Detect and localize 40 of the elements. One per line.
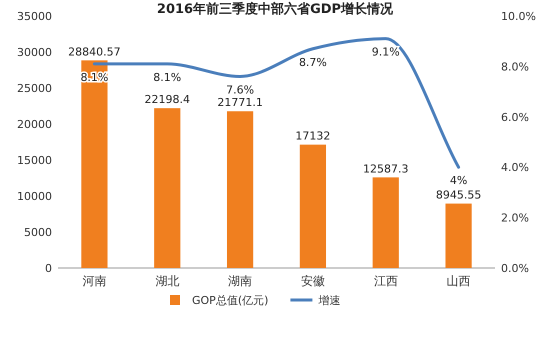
y-tick-label: 20000 [17,118,52,131]
y2-tick-label: 4.0% [501,161,529,174]
data-label: 4% [450,174,468,188]
x-tick-label: 安徽 [300,274,325,288]
data-label: 8.1% [153,70,182,84]
y-tick-label: 15000 [17,154,52,167]
data-label: 28840.57 [68,45,121,58]
y-tick-label: 25000 [17,82,52,95]
data-label: 9.1% [372,46,400,59]
data-label: 22198.4 [144,93,190,106]
x-tick-label: 湖北 [155,274,180,288]
y-tick-label: 5000 [24,226,52,239]
x-tick-label: 山西 [446,274,471,288]
bar [226,111,254,268]
legend-label: GOP总值(亿元) [192,294,268,307]
x-tick-label: 湖南 [228,274,252,288]
legend-label: 增速 [317,294,340,307]
bar [300,144,326,268]
y2-tick-label: 8.0% [501,60,529,74]
chart-title: 2016年前三季度中部六省GDP增长情况 [156,1,394,17]
y-tick-label: 10000 [17,190,52,203]
data-label: 7.6% [226,83,254,96]
data-label: 21771.1 [217,96,263,110]
data-label: 8945.55 [436,188,482,202]
x-tick-label: 江西 [374,274,398,288]
y-tick-label: 30000 [17,46,52,59]
data-label: 12587.3 [363,162,408,176]
bar [154,108,180,268]
bar [445,204,472,268]
y2-tick-label: 6.0% [501,110,529,124]
data-label: 8.7% [298,56,327,69]
y-tick-label: 0 [45,262,52,275]
bar [81,60,108,268]
bar [372,177,399,268]
x-tick-label: 河南 [82,274,106,288]
y-tick-label: 35000 [17,10,52,23]
y2-tick-label: 0.0% [501,262,529,275]
data-label: 17132 [295,130,330,143]
y2-tick-label: 10.0% [501,10,536,23]
y2-tick-label: 2.0% [501,212,529,225]
